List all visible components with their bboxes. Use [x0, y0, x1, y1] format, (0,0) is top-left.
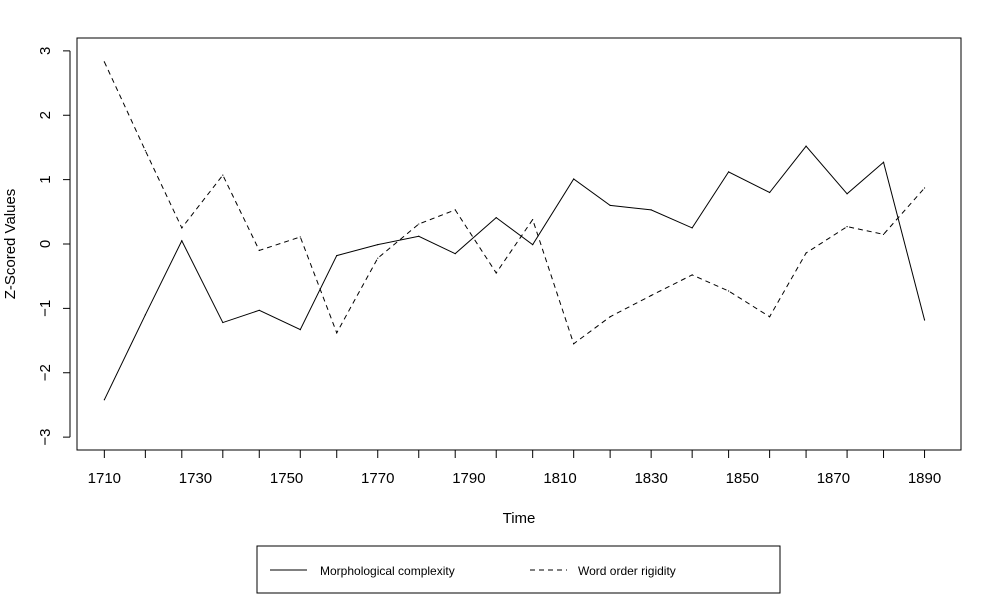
y-tick-label: 1 — [37, 175, 54, 183]
data-point — [336, 332, 338, 334]
series-layer — [103, 61, 926, 401]
data-point — [923, 319, 926, 321]
data-point — [103, 399, 105, 401]
data-point — [454, 253, 456, 255]
data-point — [691, 227, 693, 229]
data-point — [650, 209, 652, 211]
data-point — [144, 314, 146, 316]
data-point — [769, 316, 771, 318]
data-point — [846, 193, 848, 195]
x-tick-label: 1890 — [908, 470, 941, 487]
data-point — [532, 218, 534, 221]
data-point — [181, 227, 183, 229]
x-tick-label: 1810 — [543, 470, 576, 487]
data-point — [805, 252, 807, 254]
data-point — [609, 316, 611, 318]
y-tick-label: −1 — [37, 300, 54, 317]
x-tick-label: 1830 — [634, 470, 667, 487]
data-point — [805, 145, 807, 147]
y-tick-label: 0 — [37, 240, 54, 248]
data-point — [418, 235, 420, 237]
plot-box — [76, 37, 962, 451]
data-point — [573, 178, 575, 180]
data-point — [454, 209, 456, 211]
data-point — [377, 257, 379, 259]
data-point — [923, 187, 926, 189]
x-tick-label: 1870 — [817, 470, 850, 487]
x-tick-label: 1770 — [361, 470, 394, 487]
y-tick-label: −2 — [37, 364, 54, 381]
series-line-morphological-complexity — [103, 145, 926, 401]
data-point — [495, 272, 497, 274]
data-point — [299, 329, 301, 331]
data-point — [882, 161, 885, 163]
y-axis: −3 −2 −1 0 1 2 3 — [37, 47, 71, 446]
x-tick-label: 1730 — [179, 470, 212, 487]
data-point — [650, 294, 652, 297]
data-point — [573, 343, 575, 345]
data-point — [181, 240, 183, 242]
data-point — [691, 274, 693, 276]
legend-label-word-order-rigidity: Word order rigidity — [578, 564, 676, 578]
data-point — [336, 254, 338, 257]
y-tick-label: 2 — [37, 111, 54, 119]
data-point — [144, 150, 146, 152]
data-point — [728, 290, 730, 292]
data-point — [609, 204, 611, 206]
data-point — [418, 223, 420, 225]
x-axis: 1710 1730 1750 1770 1790 1810 1830 1850 1870 1890 — [88, 450, 941, 487]
legend-label-morphological-complexity: Morphological complexity — [320, 564, 455, 578]
x-tick-label: 1750 — [270, 470, 303, 487]
data-point — [222, 321, 224, 324]
y-tick-label: −3 — [37, 429, 54, 446]
data-point — [258, 309, 260, 311]
x-axis-title: Time — [503, 510, 536, 527]
data-point — [495, 217, 497, 219]
legend-box — [256, 545, 781, 594]
data-point — [882, 233, 885, 235]
legend: Morphological complexity Word order rigi… — [256, 545, 781, 594]
x-tick-label: 1790 — [452, 470, 485, 487]
series-line-word-order-rigidity — [103, 61, 925, 345]
data-point — [377, 244, 379, 246]
data-point — [769, 191, 771, 194]
y-axis-title: Z-Scored Values — [2, 189, 19, 300]
x-tick-label: 1850 — [726, 470, 759, 487]
data-point — [728, 171, 730, 173]
data-point — [103, 61, 105, 63]
data-point — [222, 174, 224, 176]
data-point — [299, 236, 301, 238]
data-point — [258, 249, 260, 252]
data-point — [846, 226, 848, 228]
x-tick-label: 1710 — [88, 470, 121, 487]
data-point — [532, 244, 534, 246]
y-tick-label: 3 — [37, 47, 54, 55]
